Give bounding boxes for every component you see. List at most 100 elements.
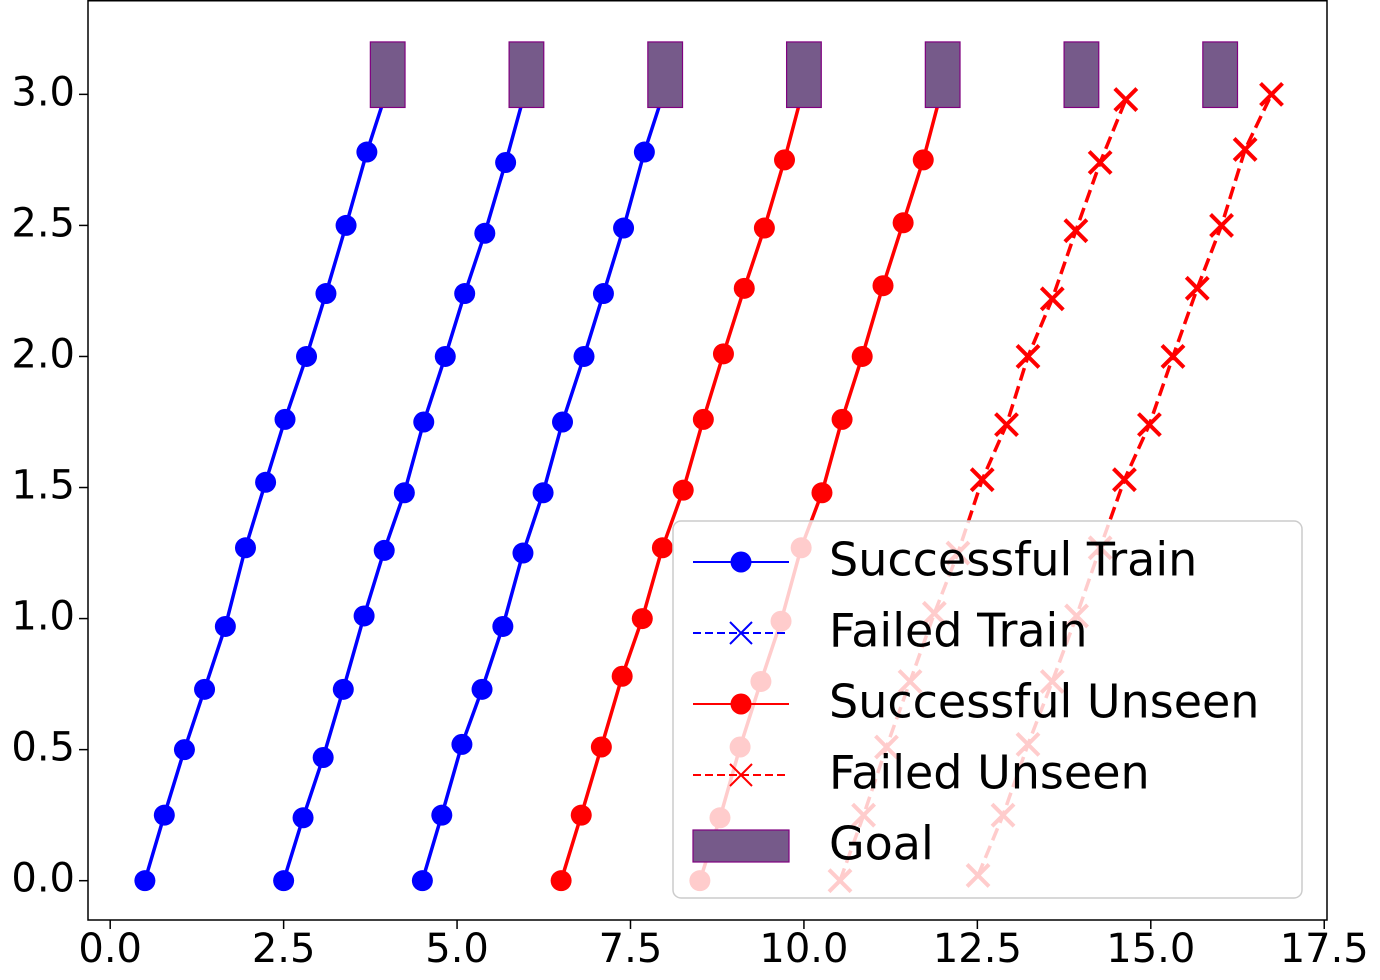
x-tick-label: 5.0 — [425, 926, 489, 972]
point — [613, 217, 635, 239]
point — [274, 408, 296, 430]
point — [153, 804, 175, 826]
goal — [924, 41, 961, 109]
y-tick-label: 2.0 — [11, 331, 75, 377]
legend-frame — [672, 520, 1303, 899]
point — [712, 343, 734, 365]
point — [234, 537, 256, 559]
point — [1015, 344, 1041, 369]
legend-label: Failed Train — [829, 604, 1087, 658]
point — [1160, 344, 1186, 369]
point — [393, 482, 415, 504]
point — [451, 733, 473, 755]
x-tick-label: 7.5 — [599, 926, 663, 972]
point — [373, 539, 395, 561]
point — [811, 482, 833, 504]
y-tick-label: 1.5 — [11, 463, 75, 509]
point — [474, 222, 496, 244]
point — [1087, 150, 1113, 175]
point — [194, 678, 216, 700]
point — [573, 345, 595, 367]
point — [1232, 136, 1258, 162]
point — [611, 665, 633, 687]
point — [492, 615, 514, 637]
point — [173, 739, 195, 761]
point — [730, 551, 752, 573]
point — [729, 621, 753, 645]
point — [631, 608, 653, 630]
point — [315, 283, 337, 305]
legend-label: Goal — [829, 817, 934, 871]
point — [994, 412, 1019, 438]
legend: Successful Train Failed Train Successful U… — [672, 520, 1303, 899]
point — [851, 345, 873, 367]
point — [592, 283, 614, 305]
point — [1063, 218, 1089, 244]
x-tick-label: 17.5 — [1280, 926, 1369, 972]
point — [1209, 212, 1234, 238]
point — [273, 870, 295, 892]
x-tick-label: 15.0 — [1106, 926, 1195, 972]
x-tick-label: 0.0 — [78, 926, 142, 972]
point — [729, 763, 753, 787]
point — [495, 152, 517, 174]
point — [471, 678, 493, 700]
point — [590, 736, 612, 758]
point — [356, 141, 378, 163]
goal — [785, 41, 822, 109]
point — [454, 283, 476, 305]
point — [969, 467, 995, 493]
point — [296, 345, 318, 367]
y-tick-label: 1.0 — [11, 594, 75, 640]
point — [434, 345, 456, 367]
point — [411, 870, 433, 892]
point — [532, 482, 554, 504]
point — [332, 678, 354, 700]
point — [292, 807, 314, 829]
point — [753, 217, 775, 239]
point — [552, 411, 574, 433]
goal — [1202, 41, 1239, 109]
point — [692, 408, 714, 430]
x-tick-label: 12.5 — [933, 926, 1022, 972]
point — [335, 214, 357, 236]
point — [892, 212, 914, 234]
point — [1184, 275, 1210, 301]
y-tick-label: 0.5 — [11, 725, 75, 771]
point — [774, 149, 796, 171]
goal — [1063, 41, 1100, 109]
point — [413, 411, 435, 433]
point — [733, 277, 755, 299]
goal — [369, 41, 406, 109]
goal — [647, 41, 684, 109]
y-tick-label: 2.5 — [11, 200, 75, 246]
x-tick-label: 2.5 — [252, 926, 316, 972]
legend-label: Successful Train — [829, 533, 1197, 587]
point — [872, 275, 894, 297]
goal — [508, 41, 545, 109]
legend-label: Failed Unseen — [829, 746, 1150, 800]
point — [255, 471, 277, 493]
point — [1112, 467, 1137, 493]
point — [633, 141, 655, 163]
point — [651, 537, 673, 559]
point — [312, 746, 334, 768]
axes-frame — [87, 0, 1328, 921]
point — [550, 870, 572, 892]
point — [1259, 81, 1284, 107]
point — [512, 542, 534, 564]
point — [214, 615, 236, 637]
point — [672, 479, 694, 501]
point — [353, 605, 375, 627]
point — [730, 693, 752, 715]
legend-handle — [692, 829, 790, 863]
point — [570, 804, 592, 826]
point — [1113, 87, 1139, 113]
point — [831, 408, 853, 430]
legend-label: Successful Unseen — [829, 675, 1259, 729]
point — [1136, 412, 1162, 438]
y-tick-label: 0.0 — [11, 856, 75, 902]
point — [134, 870, 156, 892]
